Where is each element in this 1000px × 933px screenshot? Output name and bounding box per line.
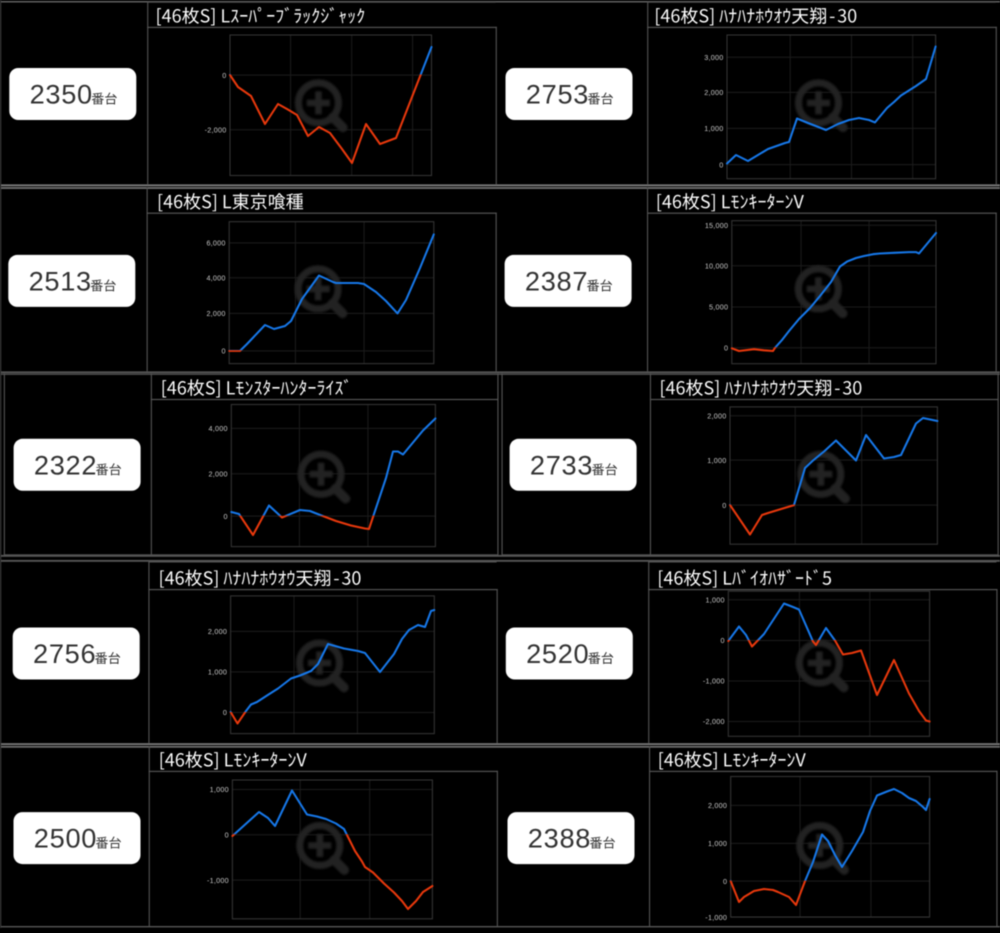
svg-text:-1,000: -1,000 [703,677,725,686]
svg-text:1,000: 1,000 [706,595,725,604]
svg-text:2,000: 2,000 [704,88,723,97]
svg-text:4,000: 4,000 [206,274,225,283]
svg-text:2520: 2520 [526,638,589,669]
svg-text:0: 0 [721,636,725,645]
svg-text:2322: 2322 [34,449,97,480]
svg-text:3,000: 3,000 [704,53,723,62]
svg-text:2500: 2500 [34,823,97,854]
svg-text:2,000: 2,000 [708,801,727,810]
svg-text:0: 0 [225,831,229,840]
svg-text:2388: 2388 [528,823,591,854]
svg-text:1,000: 1,000 [210,785,229,794]
svg-text:0: 0 [224,512,228,521]
svg-text:10,000: 10,000 [705,262,728,271]
svg-text:6,000: 6,000 [206,239,225,248]
svg-text:0: 0 [222,71,226,80]
svg-text:2513: 2513 [29,265,92,296]
svg-text:1,000: 1,000 [208,668,227,677]
svg-text:1,000: 1,000 [708,839,727,848]
svg-text:0: 0 [724,344,728,353]
svg-text:-1,000: -1,000 [207,876,229,885]
svg-text:2,000: 2,000 [707,411,726,420]
svg-text:15,000: 15,000 [705,221,728,230]
svg-text:2,000: 2,000 [208,627,227,636]
svg-text:0: 0 [719,160,723,169]
svg-text:1,000: 1,000 [707,456,726,465]
svg-text:0: 0 [221,347,225,356]
svg-text:0: 0 [223,708,227,717]
svg-text:2387: 2387 [525,265,588,296]
svg-text:2,000: 2,000 [206,309,225,318]
svg-text:2733: 2733 [530,449,593,480]
svg-text:2,000: 2,000 [209,469,228,478]
svg-text:1,000: 1,000 [704,124,723,133]
svg-text:2753: 2753 [526,79,589,110]
svg-text:0: 0 [722,501,726,510]
svg-text:-2,000: -2,000 [205,126,227,135]
svg-text:2350: 2350 [30,79,93,110]
svg-text:4,000: 4,000 [209,424,228,433]
svg-text:2756: 2756 [33,638,96,669]
svg-text:-2,000: -2,000 [703,717,725,726]
svg-text:-1,000: -1,000 [705,913,727,922]
svg-text:5,000: 5,000 [709,303,728,312]
svg-text:0: 0 [723,877,727,886]
